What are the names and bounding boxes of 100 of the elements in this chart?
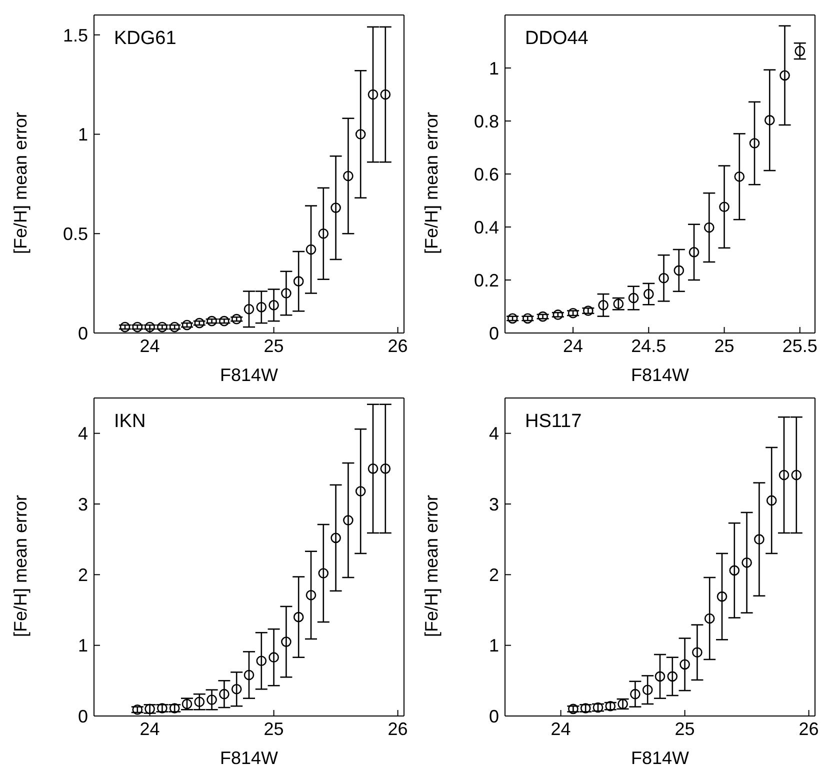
point (293, 276, 304, 286)
point (293, 612, 304, 622)
point (318, 228, 329, 239)
y-tick-label: 1 (488, 636, 499, 656)
x-tick-label: 26 (388, 718, 408, 739)
x-tick-label: 24 (140, 336, 160, 356)
point (667, 671, 678, 682)
point (206, 694, 217, 705)
y-axis-title: [Fe/H] mean error (10, 112, 30, 254)
x-tick-label: 24.5 (631, 336, 666, 356)
point (343, 515, 354, 526)
text: KDG61 (114, 28, 176, 50)
point (368, 89, 378, 100)
y-tick-label: 2 (488, 565, 499, 586)
point (330, 202, 341, 213)
point (778, 470, 790, 480)
point (568, 308, 578, 318)
point (630, 688, 640, 700)
point (343, 170, 354, 182)
y-tick-label: 1 (78, 636, 88, 656)
y-tick-label: 3 (78, 494, 88, 514)
y-axis-title: [Fe/H] mean error (421, 494, 442, 637)
text: DDO44 (525, 28, 588, 50)
point (355, 129, 366, 140)
text: HS117 (525, 411, 582, 433)
point (658, 272, 669, 284)
y-tick-label: 4 (78, 424, 88, 444)
y-tick-label: 1 (78, 124, 88, 145)
point (704, 613, 715, 624)
x-tick-label: 25 (264, 336, 284, 356)
point (256, 656, 267, 666)
x-tick-label: 25 (264, 718, 284, 739)
y-tick-label: 0 (78, 323, 88, 344)
point (766, 495, 777, 506)
x-axis-title: F814W (630, 365, 690, 385)
point (643, 288, 654, 300)
point (538, 311, 548, 322)
point (330, 532, 341, 544)
y-tick-label: 4 (488, 424, 499, 444)
point (780, 70, 790, 81)
x-tick-label: 24 (140, 718, 160, 739)
x-axis-title: F814W (630, 748, 690, 768)
y-axis-title: [Fe/H] mean error (10, 494, 30, 637)
y-tick-label: 0 (488, 323, 499, 344)
point (704, 222, 714, 233)
point (219, 688, 230, 700)
point (794, 46, 806, 56)
x-tick-label: 24 (550, 718, 571, 739)
point (244, 304, 254, 314)
point (734, 171, 745, 182)
y-tick-label: 3 (488, 494, 499, 514)
point (716, 591, 728, 602)
y-tick-label: 2 (78, 565, 88, 586)
point (268, 652, 279, 662)
point (791, 470, 802, 480)
point (749, 138, 760, 148)
point (598, 300, 608, 310)
y-tick-label: 0.4 (474, 217, 499, 238)
y-tick-label: 0 (78, 706, 88, 726)
y-tick-label: 0 (488, 706, 499, 726)
point (654, 671, 666, 682)
point (628, 292, 639, 304)
point (688, 247, 700, 258)
point (244, 670, 254, 680)
point (380, 464, 391, 474)
text: IKN (114, 411, 146, 433)
x-tick-label: 25 (714, 336, 734, 356)
y-tick-label: 0.2 (474, 270, 499, 290)
x-axis-title: F814W (220, 748, 278, 768)
point (368, 464, 378, 474)
point (355, 486, 366, 496)
point (380, 89, 391, 100)
y-tick-label: 0.8 (474, 111, 499, 132)
x-tick-label: 26 (388, 336, 408, 356)
point (281, 288, 292, 298)
x-axis-title: F814W (220, 365, 278, 385)
x-tick-label: 25 (674, 718, 695, 739)
point (552, 310, 564, 320)
x-tick-label: 25.5 (782, 336, 818, 356)
point (306, 590, 316, 600)
point (674, 265, 684, 276)
point (719, 202, 730, 212)
y-tick-label: 1.5 (62, 25, 88, 46)
point (642, 684, 653, 696)
point (742, 558, 752, 568)
point (256, 302, 267, 312)
y-tick-label: 0.6 (474, 164, 499, 184)
point (231, 684, 242, 694)
y-tick-label: 1 (488, 58, 499, 78)
y-axis-title: [Fe/H] mean error (421, 112, 442, 254)
y-tick-label: 0.5 (62, 224, 88, 244)
point (754, 534, 764, 544)
point (692, 647, 702, 658)
x-tick-label: 26 (798, 718, 819, 739)
point (729, 565, 740, 576)
point (268, 300, 279, 310)
point (281, 636, 292, 647)
point (764, 115, 775, 126)
x-tick-label: 24 (563, 336, 584, 356)
point (680, 659, 690, 670)
